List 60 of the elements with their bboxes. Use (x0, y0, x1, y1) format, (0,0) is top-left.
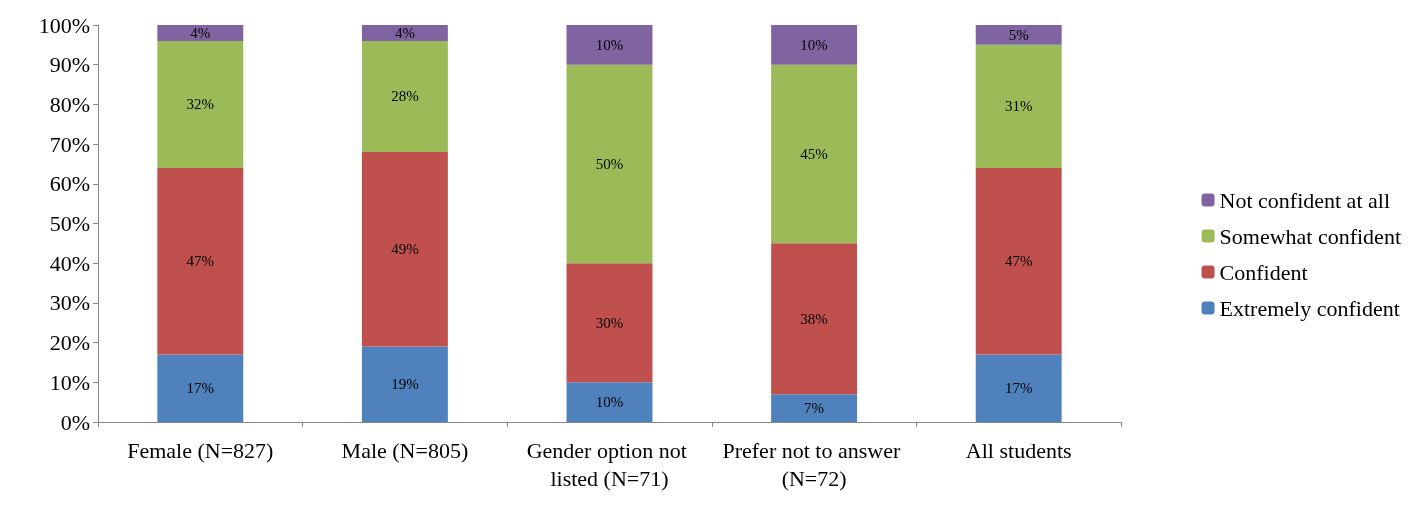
bar (975, 44, 1062, 168)
data-label: 4% (190, 24, 211, 41)
bar (771, 243, 858, 395)
x-tick-label: Female (N=827) (127, 437, 274, 463)
bar (361, 346, 448, 422)
bar (566, 382, 653, 422)
data-label: 49% (391, 241, 419, 258)
bar (157, 25, 244, 41)
y-tick-label: 90% (49, 52, 90, 78)
data-label: 32% (186, 96, 215, 113)
x-tick-label: Gender option not listed (N=71) (526, 437, 693, 491)
data-label: 10% (800, 36, 828, 53)
data-label: 7% (804, 400, 825, 417)
legend-label: Extremely confident (1219, 295, 1400, 321)
bar (566, 25, 653, 65)
data-label: 30% (595, 314, 624, 331)
bar (771, 64, 858, 244)
bar (157, 167, 244, 355)
bar (361, 40, 448, 153)
y-tick-label: 10% (49, 369, 90, 395)
y-tick-label: 100% (38, 12, 90, 38)
bar (975, 354, 1062, 422)
bar (975, 167, 1062, 355)
x-tick-label: Prefer not to answer (N=72) (722, 437, 906, 491)
bar (361, 152, 448, 347)
y-tick-label: 20% (49, 330, 90, 356)
data-label: 50% (595, 155, 624, 172)
y-tick-label: 0% (60, 409, 90, 435)
bar (157, 354, 244, 422)
bar (771, 25, 858, 65)
data-label: 17% (186, 380, 215, 397)
y-tick-label: 60% (49, 171, 90, 197)
bar (566, 263, 653, 383)
y-tick-label: 40% (49, 250, 90, 276)
data-label: 17% (1004, 380, 1033, 397)
bar (566, 64, 653, 264)
bar (975, 25, 1062, 45)
y-tick-label: 70% (49, 131, 90, 157)
data-label: 4% (394, 24, 415, 41)
bar (157, 40, 244, 168)
data-label: 10% (595, 36, 624, 53)
data-label: 38% (800, 310, 828, 327)
y-tick-label: 30% (49, 290, 90, 316)
data-label: 19% (391, 376, 419, 393)
data-label: 28% (391, 88, 419, 105)
legend-label: Not confident at all (1219, 187, 1390, 213)
data-label: 47% (186, 253, 215, 270)
x-tick-label: All students (965, 437, 1072, 463)
y-tick-label: 80% (49, 91, 90, 117)
data-label: 10% (595, 394, 624, 411)
bar (361, 25, 448, 41)
y-tick-label: 50% (49, 211, 90, 236)
x-tick-label: Male (N=805) (341, 437, 469, 463)
data-label: 31% (1004, 98, 1033, 115)
bar (771, 394, 858, 422)
legend-label: Confident (1219, 259, 1308, 285)
data-label: 45% (800, 146, 828, 163)
data-label: 47% (1004, 253, 1033, 270)
legend-label: Somewhat confident (1219, 223, 1402, 249)
data-label: 5% (1008, 26, 1029, 43)
